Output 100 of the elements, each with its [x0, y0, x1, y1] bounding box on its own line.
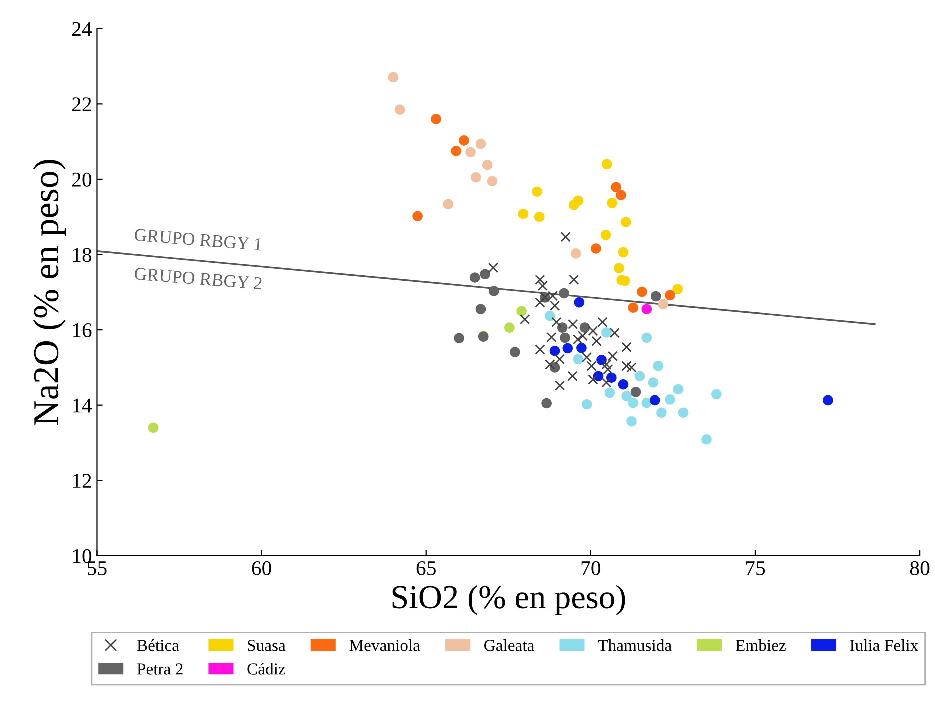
point: [557, 322, 568, 333]
point: [672, 284, 683, 295]
point: [480, 269, 490, 280]
y-tick-label: 16: [73, 323, 92, 338]
point: [618, 379, 629, 390]
point: [702, 434, 712, 445]
point: [607, 198, 618, 208]
point: [711, 389, 722, 400]
legend-label: Cádiz: [248, 663, 286, 675]
point: [459, 136, 470, 146]
point: [520, 314, 530, 325]
point: [634, 371, 646, 382]
point: [678, 408, 689, 418]
point: [476, 138, 486, 150]
annotation: GRUPO RBGY 2: [134, 268, 262, 290]
point: [470, 172, 482, 183]
point: [562, 343, 574, 354]
point: [626, 362, 637, 373]
y-axis-title: Na2O (% en peso): [33, 160, 66, 426]
point: [650, 291, 662, 302]
point: [582, 399, 592, 410]
point: [488, 262, 499, 274]
point: [545, 360, 556, 370]
legend-label: Petra 2: [137, 664, 183, 675]
x-tick-label: 70: [582, 561, 601, 576]
point: [476, 304, 486, 314]
point: [614, 263, 624, 274]
point: [622, 391, 632, 402]
point: [560, 232, 571, 242]
point: [656, 408, 667, 418]
x-tick-label: 80: [910, 561, 930, 576]
point: [620, 217, 632, 228]
point: [591, 244, 602, 254]
point: [592, 336, 602, 346]
point: [665, 394, 676, 405]
x-tick-label: 75: [746, 562, 766, 576]
y-tick-label: 10: [73, 549, 92, 564]
x-tick-label: 55: [88, 562, 107, 576]
point: [602, 378, 612, 388]
point: [546, 332, 557, 343]
point: [487, 176, 498, 186]
point: [570, 248, 582, 259]
point: [658, 299, 668, 310]
y-tick-label: 12: [73, 474, 92, 488]
point: [600, 230, 612, 240]
point: [454, 333, 464, 344]
y-tick-label: 22: [72, 98, 92, 112]
point: [648, 378, 659, 388]
point: [504, 322, 515, 333]
point: [586, 361, 597, 372]
point: [622, 342, 632, 352]
point: [602, 360, 612, 370]
point: [622, 361, 632, 372]
annotation: GRUPO RBGY 1: [134, 228, 262, 251]
point: [552, 317, 562, 328]
point: [538, 280, 548, 292]
point: [466, 147, 476, 158]
point: [489, 286, 500, 296]
point: [482, 160, 493, 170]
point: [628, 398, 639, 408]
point: [616, 190, 626, 200]
point: [535, 274, 546, 286]
point: [470, 272, 480, 283]
point: [412, 211, 423, 222]
point: [578, 330, 588, 342]
point: [611, 182, 622, 193]
y-tick-label: 18: [73, 248, 92, 262]
point: [554, 380, 566, 391]
point: [604, 388, 616, 398]
point: [602, 159, 612, 170]
legend-label: Thamusida: [598, 640, 672, 652]
point: [573, 334, 584, 345]
point: [637, 286, 648, 298]
point: [535, 344, 546, 355]
point: [518, 208, 529, 220]
y-tick-label: 24: [72, 22, 92, 36]
point: [630, 387, 642, 398]
point: [642, 332, 652, 344]
point: [535, 297, 546, 308]
point: [650, 395, 660, 406]
point: [588, 326, 598, 336]
point: [516, 306, 527, 316]
point: [431, 114, 442, 124]
point: [602, 328, 612, 338]
point: [568, 371, 578, 382]
point: [544, 310, 556, 322]
point: [628, 302, 639, 313]
point: [823, 395, 834, 406]
point: [653, 361, 664, 372]
x-axis-title: SiO2 (% en peso): [392, 585, 626, 616]
point: [573, 196, 584, 206]
point: [665, 290, 676, 301]
point: [580, 322, 590, 333]
point: [148, 422, 159, 434]
point: [550, 346, 560, 356]
point: [626, 416, 637, 427]
y-tick-label: 20: [72, 172, 92, 187]
point: [642, 398, 652, 408]
point: [560, 332, 570, 344]
x-tick-label: 60: [252, 561, 272, 576]
